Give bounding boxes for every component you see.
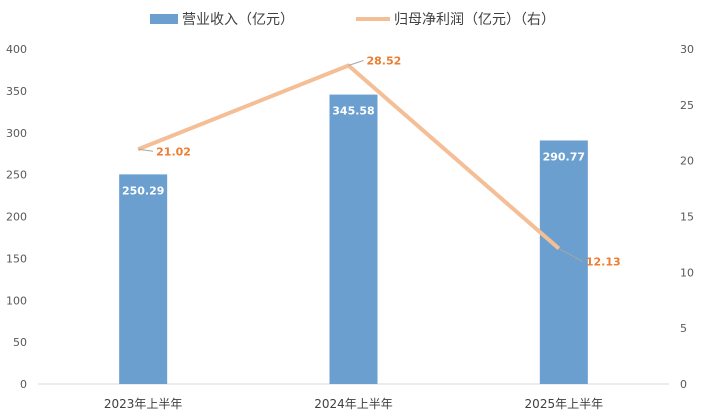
bar-data-label: 345.58 bbox=[332, 105, 374, 118]
line-series: 21.02 28.52 12.13 bbox=[137, 55, 621, 269]
right-y-axis: 0 5 10 15 20 25 30 bbox=[680, 43, 694, 391]
line-data-label: 21.02 bbox=[156, 145, 191, 158]
right-axis-tick-label: 5 bbox=[680, 322, 687, 335]
bar bbox=[539, 140, 588, 384]
leader-line bbox=[558, 248, 584, 262]
bar-series: 250.29 345.58 290.77 bbox=[119, 94, 588, 384]
right-axis-tick-label: 0 bbox=[680, 378, 687, 391]
line-data-label: 28.52 bbox=[367, 55, 402, 68]
legend-label-bar: 营业收入（亿元） bbox=[182, 12, 294, 28]
bar-data-label: 290.77 bbox=[543, 150, 585, 163]
left-axis-tick-label: 50 bbox=[13, 336, 27, 349]
bar-data-label: 250.29 bbox=[122, 184, 164, 197]
left-axis-tick-label: 0 bbox=[20, 378, 27, 391]
legend-label-line: 归母净利润（亿元）（右） bbox=[394, 11, 555, 28]
left-axis-tick-label: 350 bbox=[6, 85, 27, 98]
category-label: 2025年上半年 bbox=[525, 397, 604, 411]
left-y-axis: 0 50 100 150 200 250 300 350 400 bbox=[6, 43, 27, 391]
left-axis-tick-label: 150 bbox=[6, 252, 27, 265]
line-data-label: 12.13 bbox=[586, 256, 621, 269]
left-axis-tick-label: 250 bbox=[6, 169, 27, 182]
left-axis-tick-label: 400 bbox=[6, 43, 27, 56]
right-axis-tick-label: 15 bbox=[680, 211, 694, 224]
leader-line bbox=[138, 148, 154, 152]
right-axis-tick-label: 20 bbox=[680, 155, 694, 168]
leader-line bbox=[348, 60, 364, 67]
category-label: 2023年上半年 bbox=[104, 397, 183, 411]
bar bbox=[119, 174, 168, 384]
left-axis-tick-label: 200 bbox=[6, 211, 27, 224]
left-axis-tick-label: 300 bbox=[6, 127, 27, 140]
category-label: 2024年上半年 bbox=[314, 397, 393, 411]
right-axis-tick-label: 25 bbox=[680, 99, 694, 112]
bar bbox=[329, 94, 378, 384]
right-axis-tick-label: 30 bbox=[680, 43, 694, 56]
legend-swatch-bar bbox=[150, 14, 178, 24]
left-axis-tick-label: 100 bbox=[6, 294, 27, 307]
right-axis-tick-label: 10 bbox=[680, 266, 694, 279]
chart-legend: 营业收入（亿元） 归母净利润（亿元）（右） bbox=[150, 11, 555, 28]
x-axis-labels: 2023年上半年 2024年上半年 2025年上半年 bbox=[104, 397, 603, 411]
